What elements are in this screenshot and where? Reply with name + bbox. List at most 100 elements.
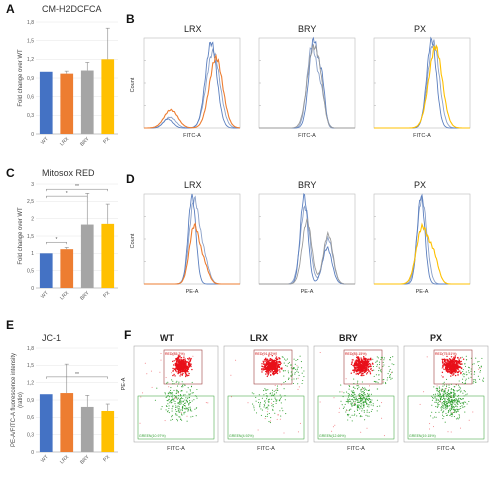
green-event [183,412,185,414]
red-event [360,431,362,433]
green-event [470,357,472,359]
red-event [441,367,443,369]
green-event [366,415,368,417]
red-event [367,369,369,371]
green-event [433,394,435,396]
red-event [356,370,358,372]
green-event [353,378,355,380]
green-event [362,408,364,410]
green-event [473,381,475,383]
green-event [255,400,257,402]
red-event [369,371,371,373]
green-event [176,389,178,391]
green-event [260,414,262,416]
green-event [375,361,377,363]
red-event [367,366,370,368]
red-event [457,369,459,371]
green-event [461,405,463,407]
green-event [303,370,305,372]
red-event [271,359,273,361]
green-event [353,393,355,395]
green-event [439,392,441,394]
flow-histograms-b: Count FITC-A FITC-A FITC-A [130,36,471,139]
green-event [359,394,361,397]
bar-wt [39,253,53,288]
green-event [357,405,359,407]
green-event [438,390,440,393]
red-event [331,430,333,432]
green-event [176,418,178,420]
green-event [445,392,447,394]
red-event [261,363,263,365]
green-event [189,390,191,392]
green-event [448,394,450,396]
green-event [389,375,391,377]
green-event [186,400,188,402]
green-event [196,395,198,397]
red-event [460,360,462,363]
green-event [269,392,271,394]
green-event [166,400,168,402]
red-event [445,368,447,370]
red-event [177,361,180,363]
green-event [269,398,271,400]
red-event [453,356,455,358]
green-event [258,398,260,401]
green-event [390,378,392,380]
red-event [267,374,269,376]
green-event [171,408,173,410]
green-event [172,394,174,396]
green-event [269,422,271,424]
green-event [431,395,433,397]
red-event [444,366,447,369]
red-event [439,389,441,391]
green-event [182,407,184,410]
green-event [276,385,279,387]
green-event [191,392,193,394]
red-event [272,367,274,369]
red-event [176,371,178,373]
green-event [170,395,172,397]
green-event [295,359,297,362]
red-event [447,362,449,364]
red-event [456,371,458,373]
red-event [356,363,358,365]
y-tick-label: 2,5 [27,199,34,205]
green-event [297,371,299,373]
green-event [387,373,389,375]
green-event [261,397,263,399]
red-event [181,363,183,366]
green-event [275,398,277,400]
red-event [267,371,270,373]
green-event [272,406,274,408]
red-event [180,357,183,359]
red-event [391,372,392,374]
red-event [159,371,161,373]
green-event [445,406,447,409]
red-event [268,366,271,368]
green-event [356,399,358,401]
green-event [356,401,358,403]
green-event [433,416,436,418]
red-event [270,420,272,422]
red-event [273,373,275,376]
red-event [281,367,283,369]
green-event [361,381,363,383]
red-event [172,374,174,377]
red-event [454,356,456,359]
green-event [171,399,173,401]
green-event [266,406,268,408]
green-event [271,405,273,407]
red-event [174,397,175,399]
red-event [267,363,269,365]
green-event [463,395,465,397]
green-event [272,404,274,406]
green-event [296,368,298,370]
panel-a-title: CM-H2DCFCA [42,4,102,14]
green-event [446,403,448,405]
facs-dotplots: PE-ARED(85.2%)GREEN(10.97%)FITC-ARED(91.… [121,345,489,452]
green-event [375,374,377,376]
green-event [356,408,358,410]
red-event [445,363,447,366]
green-event [174,394,176,397]
